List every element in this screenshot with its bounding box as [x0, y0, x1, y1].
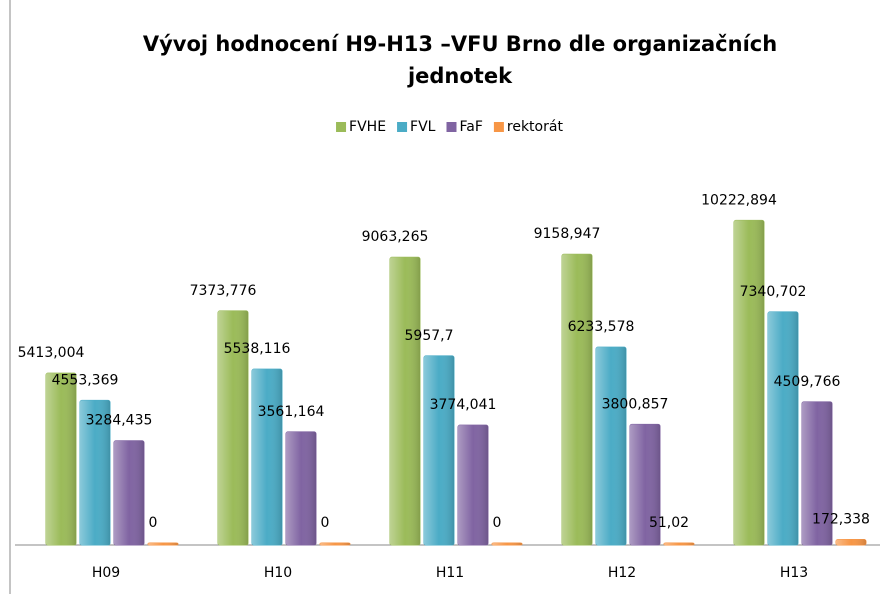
bar-shine	[836, 539, 866, 545]
bar-shine	[218, 310, 248, 545]
data-label: 0	[149, 515, 158, 531]
legend-label: FVHE	[349, 119, 386, 135]
chart-title: Vývoj hodnocení H9-H13 –VFU Brno dle org…	[142, 32, 778, 88]
data-label: 172,338	[812, 512, 870, 528]
legend-swatch	[397, 122, 408, 132]
bar-shine	[252, 369, 282, 545]
data-label: 9158,947	[534, 226, 601, 242]
bar-shine	[390, 257, 420, 545]
x-tick-label: H11	[436, 565, 464, 581]
data-label: 4509,766	[774, 374, 841, 390]
legend-label: FaF	[459, 119, 482, 135]
bar-shine	[802, 401, 832, 545]
bar-shine	[80, 400, 110, 545]
bar-shine	[562, 254, 592, 545]
x-tick-label: H10	[264, 565, 292, 581]
data-label: 10222,894	[701, 192, 777, 208]
bar-shine	[46, 373, 76, 545]
bar-shine	[286, 431, 316, 545]
data-label: 9063,265	[362, 229, 429, 245]
bar-shine	[424, 355, 454, 545]
legend-label: rektorát	[507, 119, 564, 135]
legend-swatch	[336, 122, 347, 132]
x-tick-label: H12	[608, 565, 636, 581]
legend-swatch	[493, 122, 504, 132]
legend-label: FVL	[410, 119, 436, 135]
data-label: 7340,702	[740, 284, 807, 300]
data-label: 3800,857	[602, 396, 669, 412]
bar-shine	[114, 440, 144, 545]
bar-shine	[320, 543, 350, 545]
bar-shine	[630, 424, 660, 545]
data-label: 51,02	[649, 515, 689, 531]
data-label: 0	[493, 515, 502, 531]
data-label: 3284,435	[86, 413, 153, 429]
legend-swatch	[446, 122, 457, 132]
bar-shine	[768, 311, 798, 545]
data-label: 5957,7	[405, 328, 454, 344]
x-tick-label: H09	[92, 565, 120, 581]
bar-shine	[148, 543, 178, 545]
data-label: 0	[321, 515, 330, 531]
bar-shine	[596, 347, 626, 545]
bar-shine	[458, 425, 488, 545]
data-label: 3774,041	[430, 397, 497, 413]
data-label: 5413,004	[18, 345, 85, 361]
bar-shine	[664, 543, 694, 545]
x-tick-label: H13	[780, 565, 808, 581]
data-label: 6233,578	[568, 319, 635, 335]
bar-shine	[492, 543, 522, 545]
data-label: 5538,116	[224, 341, 291, 357]
data-label: 3561,164	[258, 404, 325, 420]
data-label: 7373,776	[190, 283, 257, 299]
data-label: 4553,369	[52, 372, 119, 388]
bar-shine	[734, 220, 764, 546]
